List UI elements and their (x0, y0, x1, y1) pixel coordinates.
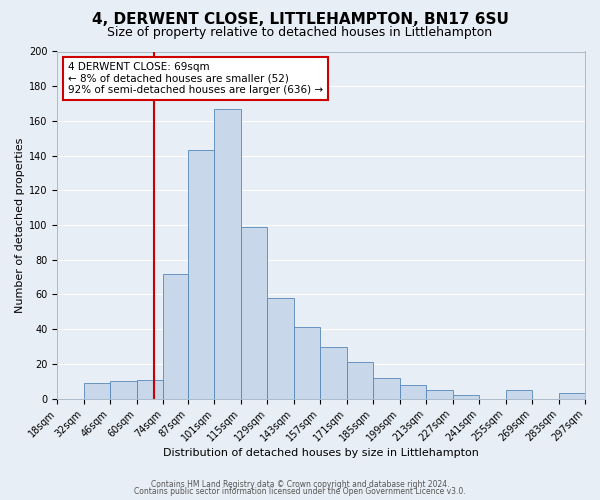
Bar (373, 378, 400, 398)
Bar (585, 395, 600, 398)
Bar (426, 390, 452, 398)
Bar (241, 227, 267, 398)
Bar (294, 328, 320, 398)
Text: Contains public sector information licensed under the Open Government Licence v3: Contains public sector information licen… (134, 487, 466, 496)
Y-axis label: Number of detached properties: Number of detached properties (15, 138, 25, 312)
Bar (163, 274, 188, 398)
Bar (137, 380, 163, 398)
Bar (400, 384, 426, 398)
Text: 4, DERWENT CLOSE, LITTLEHAMPTON, BN17 6SU: 4, DERWENT CLOSE, LITTLEHAMPTON, BN17 6S… (92, 12, 508, 28)
Bar (506, 390, 532, 398)
Bar (347, 362, 373, 399)
Bar (452, 395, 479, 398)
Text: Size of property relative to detached houses in Littlehampton: Size of property relative to detached ho… (107, 26, 493, 39)
Text: 4 DERWENT CLOSE: 69sqm
← 8% of detached houses are smaller (52)
92% of semi-deta: 4 DERWENT CLOSE: 69sqm ← 8% of detached … (68, 62, 323, 95)
Bar (267, 298, 294, 398)
Bar (110, 382, 137, 398)
Bar (559, 394, 585, 398)
Text: Contains HM Land Registry data © Crown copyright and database right 2024.: Contains HM Land Registry data © Crown c… (151, 480, 449, 489)
X-axis label: Distribution of detached houses by size in Littlehampton: Distribution of detached houses by size … (163, 448, 479, 458)
Bar (214, 109, 241, 399)
Bar (188, 150, 214, 398)
Bar (84, 383, 110, 398)
Bar (320, 346, 347, 399)
